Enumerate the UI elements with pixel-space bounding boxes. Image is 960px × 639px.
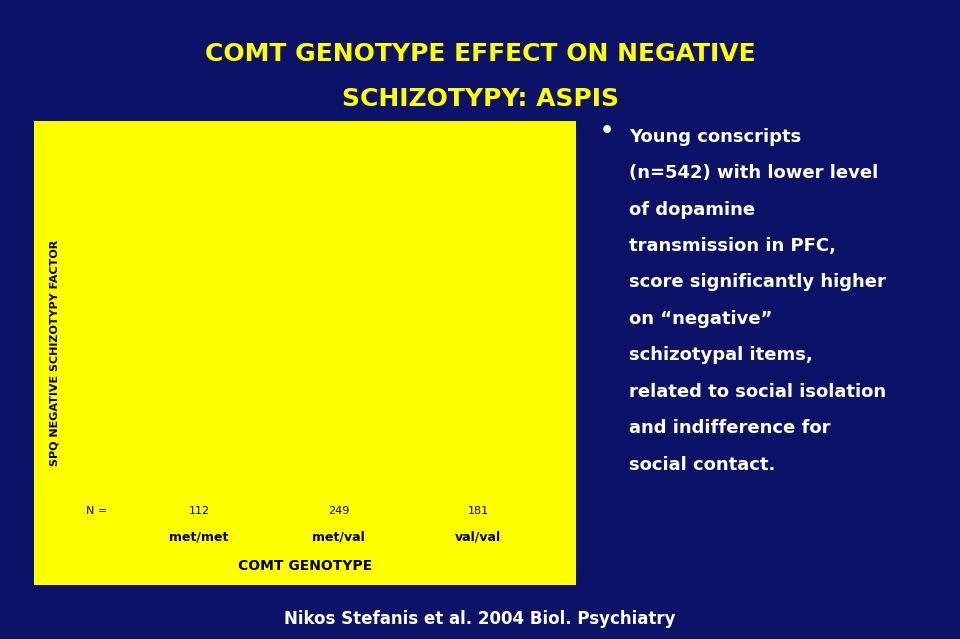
Text: •: • bbox=[600, 121, 614, 141]
Text: met/met: met/met bbox=[169, 530, 228, 543]
Text: Young conscripts: Young conscripts bbox=[629, 128, 801, 146]
Text: N =: N = bbox=[86, 506, 108, 516]
Text: met/val: met/val bbox=[312, 530, 365, 543]
Text: social contact.: social contact. bbox=[629, 456, 775, 473]
Text: score significantly higher: score significantly higher bbox=[629, 273, 886, 291]
Text: 112: 112 bbox=[188, 506, 209, 516]
Text: val/val: val/val bbox=[455, 530, 501, 543]
Text: SCHIZOTYPY: ASPIS: SCHIZOTYPY: ASPIS bbox=[342, 87, 618, 111]
Text: schizotypal items,: schizotypal items, bbox=[629, 346, 812, 364]
Text: related to social isolation: related to social isolation bbox=[629, 383, 886, 401]
Text: COMT GENOTYPE: COMT GENOTYPE bbox=[238, 558, 372, 573]
Text: transmission in PFC,: transmission in PFC, bbox=[629, 237, 836, 255]
Text: (n=542) with lower level: (n=542) with lower level bbox=[629, 164, 878, 182]
Text: on “negative”: on “negative” bbox=[629, 310, 772, 328]
Text: COMT GENOTYPE EFFECT ON NEGATIVE: COMT GENOTYPE EFFECT ON NEGATIVE bbox=[204, 42, 756, 66]
Text: of dopamine: of dopamine bbox=[629, 201, 755, 219]
Text: 181: 181 bbox=[468, 506, 489, 516]
Text: 249: 249 bbox=[327, 506, 349, 516]
Text: and indifference for: and indifference for bbox=[629, 419, 830, 437]
Text: SPQ NEGATIVE SCHIZOTYPY FACTOR: SPQ NEGATIVE SCHIZOTYPY FACTOR bbox=[50, 240, 60, 466]
Text: Nikos Stefanis et al. 2004 Biol. Psychiatry: Nikos Stefanis et al. 2004 Biol. Psychia… bbox=[284, 610, 676, 627]
